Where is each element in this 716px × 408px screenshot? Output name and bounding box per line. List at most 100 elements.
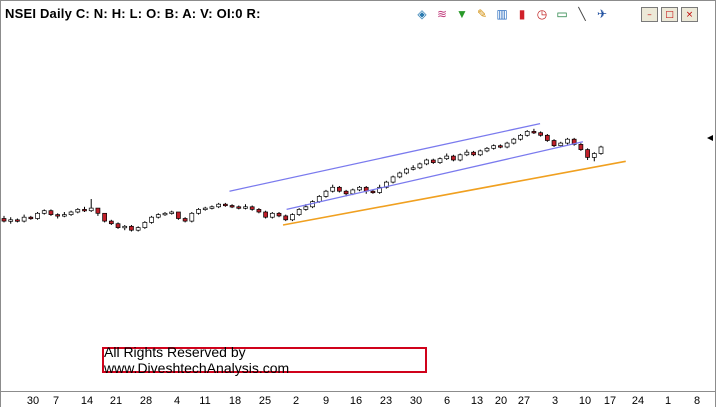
funnel-icon[interactable]: ▼	[456, 6, 468, 21]
candle	[578, 143, 584, 151]
axis-tick-label: 11	[199, 395, 211, 407]
candle	[108, 219, 114, 225]
candle	[129, 225, 134, 232]
layers-icon[interactable]: ◈	[417, 6, 427, 21]
candle	[269, 212, 275, 219]
title-bar: NSEI Daily C: N: H: L: O: B: A: V: OI:0 …	[1, 1, 715, 25]
candle	[363, 186, 369, 194]
axis-tick-label: 21	[109, 395, 123, 407]
candle	[216, 202, 222, 209]
axis-tick-label: 25	[258, 395, 272, 407]
close-button[interactable]: ×	[681, 7, 698, 22]
candle	[15, 218, 20, 223]
candlestick-icon[interactable]: ▮	[518, 6, 526, 21]
axis-tick-label: 30	[26, 395, 40, 407]
candle	[390, 175, 396, 184]
axis-tick-label: 20	[494, 395, 508, 407]
candle	[21, 214, 27, 223]
candle	[142, 221, 148, 229]
candle	[451, 154, 456, 162]
pin-icon[interactable]: ✈	[596, 6, 608, 21]
candle	[531, 128, 537, 134]
candle	[477, 149, 483, 157]
candle	[8, 217, 14, 224]
candle	[48, 209, 54, 216]
candle	[444, 153, 450, 160]
candle	[202, 206, 208, 211]
cash-icon[interactable]: ▭	[556, 6, 568, 21]
candle	[35, 212, 40, 220]
candle	[256, 208, 262, 214]
candle	[518, 134, 523, 141]
axis-tick-label: 1	[664, 395, 672, 407]
candle	[504, 141, 510, 149]
candle	[397, 171, 403, 179]
candle	[62, 212, 67, 218]
candle	[176, 211, 181, 220]
axis-tick-label: 30	[409, 395, 423, 407]
candle	[283, 214, 289, 222]
candle	[565, 137, 570, 145]
candle	[538, 131, 543, 137]
axis-tick-label: 17	[603, 395, 617, 407]
candle	[169, 210, 175, 215]
candle	[249, 205, 255, 211]
candle	[491, 144, 497, 150]
candle	[102, 212, 107, 223]
candle	[558, 141, 564, 147]
candle	[551, 139, 557, 147]
candle	[1, 215, 7, 223]
axis-tick-label: 28	[139, 395, 153, 407]
candle	[209, 205, 215, 210]
candle	[122, 225, 128, 231]
minimize-button[interactable]: –	[641, 7, 658, 22]
candle	[598, 145, 604, 155]
candle	[410, 165, 416, 171]
candle	[377, 184, 382, 194]
candle	[357, 186, 362, 192]
candle	[323, 189, 329, 198]
candle	[236, 205, 242, 210]
price-chart[interactable]	[1, 25, 715, 391]
candle	[68, 210, 74, 216]
axis-tick-label: 3	[551, 395, 559, 407]
axis-tick-label: 4	[173, 395, 181, 407]
chart-title: NSEI Daily C: N: H: L: O: B: A: V: OI:0 …	[5, 6, 261, 21]
candle	[424, 158, 429, 166]
candle	[243, 204, 248, 210]
upper-channel-line[interactable]	[229, 122, 541, 192]
date-axis: 30 7 14 21 28 4 11 18 25 2 9 16 23 30 6 13 20 27 3 10 17 24 1 8	[1, 391, 715, 408]
axis-tick-label: 14	[80, 395, 94, 407]
axis-tick-label: 23	[379, 395, 393, 407]
toolbar: ◈ ≋ ▼ ✎ ▥ ▮ ◷ ▭ ╲ ✈	[413, 5, 611, 23]
axis-tick-label: 7	[52, 395, 60, 407]
clock-icon[interactable]: ◷	[536, 6, 548, 21]
candle	[464, 149, 470, 157]
candle	[524, 130, 530, 137]
candle	[437, 157, 443, 164]
candle	[471, 150, 476, 157]
wave-icon[interactable]: ≋	[436, 6, 448, 21]
support-trendline[interactable]	[282, 160, 626, 226]
candle	[115, 222, 121, 229]
bar-chart-icon[interactable]: ▥	[496, 6, 508, 21]
candle	[484, 147, 490, 153]
candle	[290, 213, 295, 222]
candle	[585, 148, 590, 160]
candle	[41, 209, 47, 215]
candle	[196, 208, 201, 215]
candle	[330, 184, 336, 193]
lower-channel-line[interactable]	[286, 141, 584, 211]
maximize-button[interactable]: □	[661, 7, 678, 22]
trendline-tool-icon[interactable]: ╲	[578, 6, 586, 21]
candle	[498, 144, 503, 149]
candle	[155, 213, 161, 219]
candle	[223, 202, 228, 207]
axis-tick-label: 2	[292, 395, 300, 407]
pencil-icon[interactable]: ✎	[476, 6, 488, 21]
axis-tick-label: 18	[228, 395, 242, 407]
candle	[135, 226, 141, 232]
price-marker	[707, 135, 713, 141]
candle	[370, 189, 376, 194]
